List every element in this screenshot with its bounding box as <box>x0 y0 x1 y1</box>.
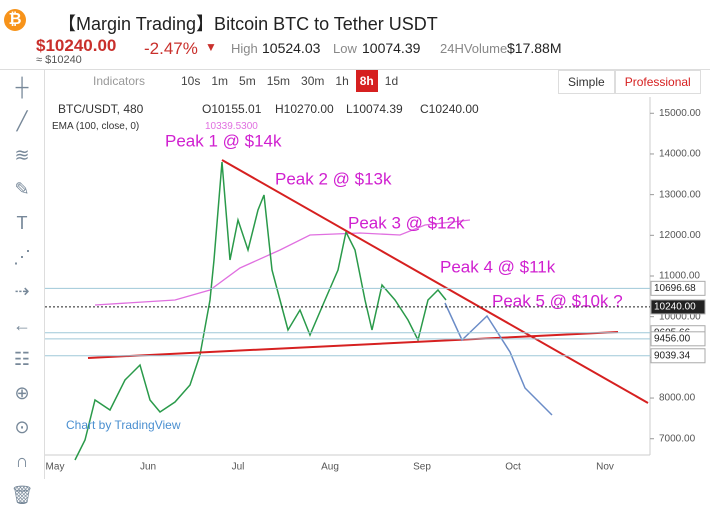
view-button[interactable]: Simple <box>558 70 615 94</box>
projection <box>444 302 553 416</box>
y-tick-label: 10000.00 <box>659 311 701 322</box>
interval-button[interactable]: 15m <box>266 74 291 88</box>
change: -2.47% <box>144 39 198 58</box>
watermark: Chart by TradingView <box>66 418 181 432</box>
interval-button[interactable]: 10s <box>181 74 201 88</box>
high-label: High <box>231 41 258 56</box>
level-label: 9456.00 <box>654 333 691 344</box>
ema-line <box>94 219 471 306</box>
x-tick-label: Sep <box>413 462 431 473</box>
y-tick-label: 13000.00 <box>659 189 701 200</box>
support-line <box>87 331 619 359</box>
interval-bar: 10s 1m 5m 15m 30m 1h 8h 1d <box>177 70 405 92</box>
drawings <box>74 159 649 461</box>
annotation: Peak 1 @ $14k <box>165 131 282 150</box>
level-tag <box>650 280 706 296</box>
y-tick-label: 7000.00 <box>659 433 696 444</box>
level-label: 10696.68 <box>654 283 696 294</box>
legend-symbol: BTC/USDT, 480 <box>58 102 144 116</box>
interval-button[interactable]: 8h <box>355 70 378 92</box>
btc-icon: ₿ <box>4 9 26 31</box>
legend-open: O10155.01 <box>202 102 262 116</box>
high: 10524.03 <box>262 40 321 56</box>
y-tick-label: 15000.00 <box>659 108 701 119</box>
view-switch: Simple Professional <box>558 70 701 94</box>
interval-button[interactable]: 1m <box>211 74 229 88</box>
x-tick-label: Jul <box>232 462 245 473</box>
low-label: Low <box>333 41 357 56</box>
divider <box>0 69 710 70</box>
level-label: 10240.00 <box>654 302 696 313</box>
annotation: Peak 4 @ $11k <box>440 257 556 276</box>
y-tick-label: 12000.00 <box>659 230 701 241</box>
y-tick-label: 11000.00 <box>659 271 700 282</box>
legend-close: C10240.00 <box>420 102 479 116</box>
indicators-button[interactable]: Indicators <box>93 74 146 88</box>
price: $10240.00 <box>36 36 117 55</box>
interval-button[interactable]: 1h <box>335 74 349 88</box>
x-tick-label: May <box>46 462 65 473</box>
interval-button[interactable]: 30m <box>301 74 325 88</box>
legend-high: H10270.00 <box>275 102 334 116</box>
price-line <box>74 161 447 461</box>
level-tag <box>650 348 706 364</box>
down-arrow: ▼ <box>205 40 217 54</box>
x-tick-label: Oct <box>505 462 521 473</box>
level-tag <box>650 299 706 315</box>
x-tick-label: Nov <box>596 462 614 473</box>
volume: $17.88M <box>507 40 562 56</box>
price-sub: ≈ $10240 <box>36 54 82 66</box>
interval-button[interactable]: 5m <box>239 74 256 88</box>
legend-ema: EMA (100, close, 0) <box>52 121 140 132</box>
x-tick-label: Jun <box>140 462 156 473</box>
low: 10074.39 <box>362 40 421 56</box>
annotation: Peak 2 @ $13k <box>275 169 392 188</box>
annotation: Peak 3 @ $12k <box>348 213 465 232</box>
title: 【Margin Trading】Bitcoin BTC to Tether US… <box>58 14 438 34</box>
view-button[interactable]: Professional <box>614 70 701 94</box>
level-label: 9039.34 <box>654 350 691 361</box>
trendline <box>221 159 649 404</box>
y-tick-label: 14000.00 <box>659 149 701 160</box>
y-tick-label: 8000.00 <box>659 393 696 404</box>
chart: 7000.008000.009000.0010000.0011000.00120… <box>45 97 706 473</box>
interval-button[interactable]: 1d <box>384 74 399 88</box>
annotation: Peak 5 @ $10k ? <box>492 291 623 310</box>
screen: ₿ 【Margin Trading】Bitcoin BTC to Tether … <box>0 9 710 505</box>
left-toolbar: ┼ ╱ ≋ ✎ T ⋰ ⇢ ← ☷ ⊕ ⊙ ∩ 🗑 <box>0 70 45 505</box>
x-tick-label: Aug <box>321 462 339 473</box>
legend-ema-value: 10339.5300 <box>205 121 258 132</box>
legend-low: L10074.39 <box>346 102 403 116</box>
level-tag <box>650 331 706 347</box>
volume-label: 24HVolume <box>440 41 508 56</box>
